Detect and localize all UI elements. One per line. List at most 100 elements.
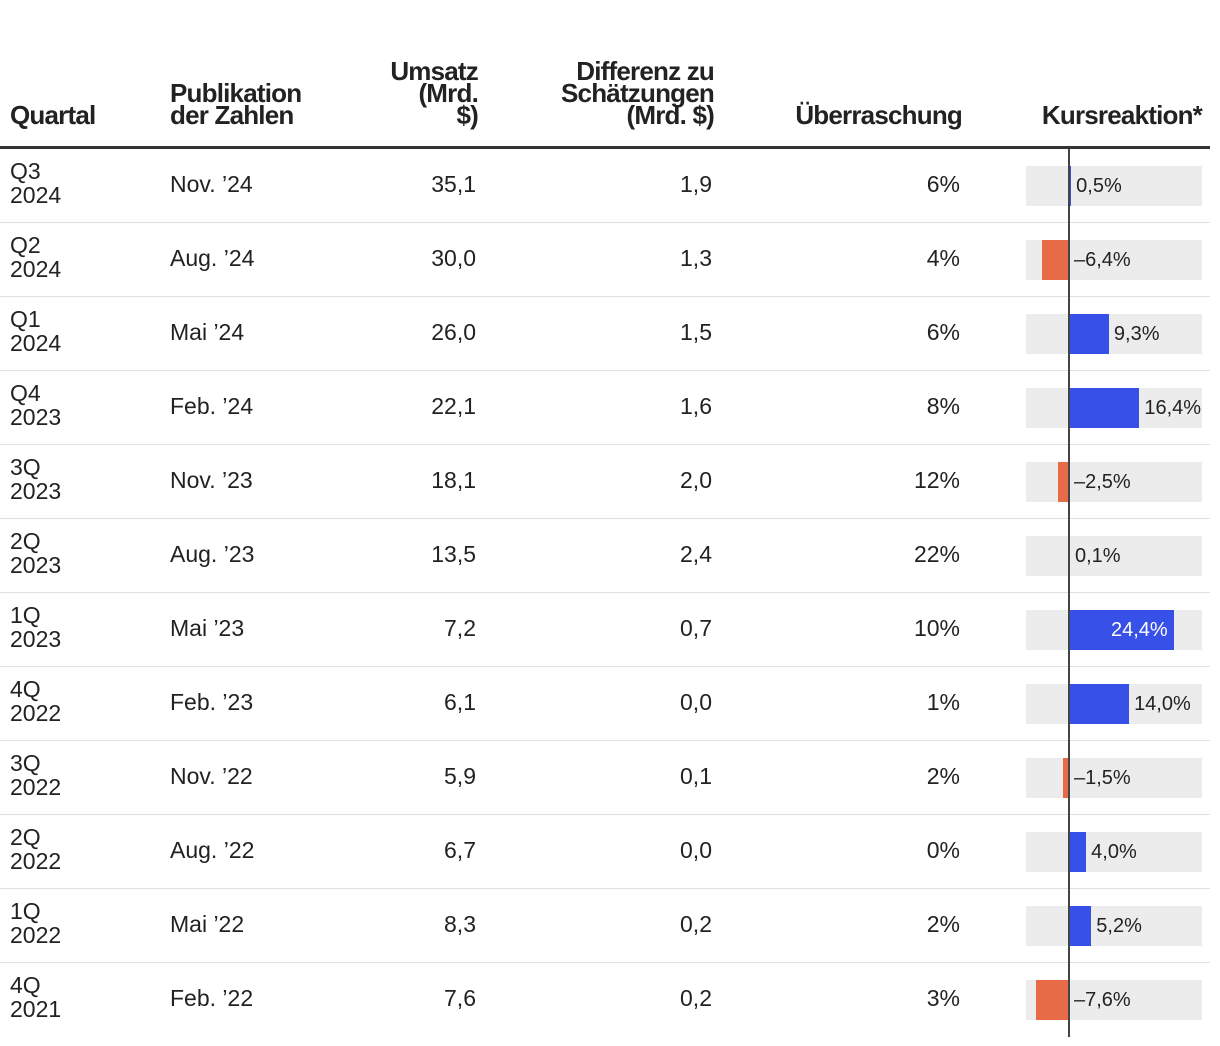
reaction-bar-track bbox=[1026, 462, 1202, 502]
reaction-bar-track bbox=[1026, 166, 1202, 206]
cell-quarter: 4Q 2021 bbox=[10, 972, 62, 1022]
cell-quarter: Q1 2024 bbox=[10, 306, 62, 356]
cell-difference: 0,0 bbox=[680, 689, 712, 715]
cell-quarter: 2Q 2022 bbox=[10, 824, 62, 874]
cell-difference: 1,6 bbox=[680, 393, 712, 419]
cell-surprise: 10% bbox=[913, 615, 960, 641]
cell-revenue: 13,5 bbox=[431, 541, 476, 567]
cell-publication: Aug. ’24 bbox=[170, 245, 255, 271]
cell-difference: 0,2 bbox=[680, 911, 712, 937]
reaction-bar-cell: 0,1% bbox=[1026, 536, 1202, 576]
reaction-bar bbox=[1069, 388, 1140, 428]
cell-surprise: 12% bbox=[913, 467, 960, 493]
cell-publication: Aug. ’23 bbox=[170, 541, 255, 567]
cell-difference: 2,4 bbox=[680, 541, 712, 567]
cell-difference: 2,0 bbox=[680, 467, 712, 493]
reaction-label: 0,1% bbox=[1075, 545, 1121, 567]
header-publication: Publikation der Zahlen bbox=[170, 78, 302, 130]
cell-surprise: 8% bbox=[926, 393, 960, 419]
reaction-bar-cell: –1,5% bbox=[1026, 758, 1202, 798]
reaction-bar-cell: 5,2% bbox=[1026, 906, 1202, 946]
cell-publication: Aug. ’22 bbox=[170, 837, 255, 863]
reaction-label: –1,5% bbox=[1074, 767, 1131, 789]
cell-publication: Mai ’23 bbox=[170, 615, 245, 641]
cell-revenue: 35,1 bbox=[431, 171, 476, 197]
cell-revenue: 5,9 bbox=[444, 763, 476, 789]
reaction-label: 24,4% bbox=[1110, 619, 1168, 641]
cell-surprise: 0% bbox=[926, 837, 960, 863]
reaction-bar-cell: 24,4% bbox=[1026, 610, 1202, 650]
table-row: 3Q 2022 Nov. ’22 5,9 0,1 2% –1,5% bbox=[0, 741, 1210, 815]
reaction-label: –2,5% bbox=[1074, 471, 1131, 493]
reaction-bar-track bbox=[1026, 758, 1202, 798]
cell-surprise: 6% bbox=[926, 171, 960, 197]
reaction-bar-cell: 9,3% bbox=[1026, 314, 1202, 354]
reaction-bar-cell: 16,4% bbox=[1026, 388, 1202, 428]
cell-publication: Nov. ’23 bbox=[170, 467, 253, 493]
table-row: Q1 2024 Mai ’24 26,0 1,5 6% 9,3% bbox=[0, 297, 1210, 371]
cell-difference: 0,1 bbox=[680, 763, 712, 789]
cell-quarter: 2Q 2023 bbox=[10, 528, 62, 578]
cell-surprise: 22% bbox=[913, 541, 960, 567]
reaction-bar bbox=[1069, 166, 1072, 206]
cell-revenue: 7,6 bbox=[444, 985, 476, 1011]
table-row: Q3 2024 Nov. ’24 35,1 1,9 6% 0,5% bbox=[0, 149, 1210, 223]
reaction-bar-cell: 4,0% bbox=[1026, 832, 1202, 872]
cell-revenue: 7,2 bbox=[444, 615, 476, 641]
cell-publication: Mai ’22 bbox=[170, 911, 245, 937]
table-row: 2Q 2023 Aug. ’23 13,5 2,4 22% 0,1% bbox=[0, 519, 1210, 593]
cell-difference: 0,2 bbox=[680, 985, 712, 1011]
table-body: Q3 2024 Nov. ’24 35,1 1,9 6% 0,5% Q2 2024 Aug. … bbox=[0, 149, 1210, 1037]
reaction-bar-cell: 0,5% bbox=[1026, 166, 1202, 206]
cell-quarter: Q3 2024 bbox=[10, 158, 62, 208]
reaction-bar-track bbox=[1026, 536, 1202, 576]
table-row: 4Q 2021 Feb. ’22 7,6 0,2 3% –7,6% bbox=[0, 963, 1210, 1037]
header-reaction: Kursreaktion* bbox=[1041, 100, 1203, 130]
reaction-bar-cell: –7,6% bbox=[1026, 980, 1202, 1020]
reaction-label: 0,5% bbox=[1076, 175, 1122, 197]
reaction-bar-track bbox=[1026, 906, 1202, 946]
reaction-bar-cell: 14,0% bbox=[1026, 684, 1202, 724]
reaction-bar-cell: –2,5% bbox=[1026, 462, 1202, 502]
reaction-label: 9,3% bbox=[1113, 323, 1160, 345]
cell-quarter: Q4 2023 bbox=[10, 380, 62, 430]
table-row: 4Q 2022 Feb. ’23 6,1 0,0 1% 14,0% bbox=[0, 667, 1210, 741]
cell-quarter: 1Q 2023 bbox=[10, 602, 62, 652]
table-row: Q2 2024 Aug. ’24 30,0 1,3 4% –6,4% bbox=[0, 223, 1210, 297]
cell-surprise: 3% bbox=[926, 985, 960, 1011]
cell-difference: 0,0 bbox=[680, 837, 712, 863]
cell-revenue: 6,7 bbox=[444, 837, 476, 863]
table-row: 3Q 2023 Nov. ’23 18,1 2,0 12% –2,5% bbox=[0, 445, 1210, 519]
cell-publication: Feb. ’24 bbox=[170, 393, 254, 419]
reaction-bar bbox=[1069, 906, 1092, 946]
reaction-bar-track bbox=[1026, 314, 1202, 354]
cell-publication: Feb. ’23 bbox=[170, 689, 254, 715]
reaction-bar bbox=[1069, 832, 1087, 872]
cell-revenue: 6,1 bbox=[444, 689, 476, 715]
reaction-bar bbox=[1069, 314, 1109, 354]
bar-zero-line bbox=[1068, 149, 1070, 1037]
cell-surprise: 2% bbox=[926, 911, 960, 937]
cell-publication: Feb. ’22 bbox=[170, 985, 254, 1011]
reaction-label: 14,0% bbox=[1134, 693, 1191, 715]
cell-publication: Nov. ’22 bbox=[170, 763, 253, 789]
table-row: Q4 2023 Feb. ’24 22,1 1,6 8% 16,4% bbox=[0, 371, 1210, 445]
cell-revenue: 26,0 bbox=[431, 319, 476, 345]
reaction-label: –7,6% bbox=[1074, 989, 1131, 1011]
reaction-bar bbox=[1069, 684, 1130, 724]
table-header: Quartal Publikation der Zahlen Umsatz (M… bbox=[0, 0, 1220, 146]
reaction-label: 5,2% bbox=[1096, 915, 1142, 937]
cell-publication: Mai ’24 bbox=[170, 319, 245, 345]
cell-difference: 1,3 bbox=[680, 245, 712, 271]
reaction-label: –6,4% bbox=[1074, 249, 1131, 271]
reaction-bar bbox=[1062, 758, 1069, 798]
reaction-bar-track bbox=[1026, 832, 1202, 872]
reaction-bar bbox=[1041, 240, 1069, 280]
cell-surprise: 4% bbox=[926, 245, 960, 271]
cell-surprise: 1% bbox=[926, 689, 960, 715]
table-row: 2Q 2022 Aug. ’22 6,7 0,0 0% 4,0% bbox=[0, 815, 1210, 889]
cell-quarter: 1Q 2022 bbox=[10, 898, 62, 948]
cell-quarter: Q2 2024 bbox=[10, 232, 62, 282]
header-difference: Differenz zu Schätzungen (Mrd. $) bbox=[561, 56, 715, 130]
reaction-bar bbox=[1058, 462, 1069, 502]
